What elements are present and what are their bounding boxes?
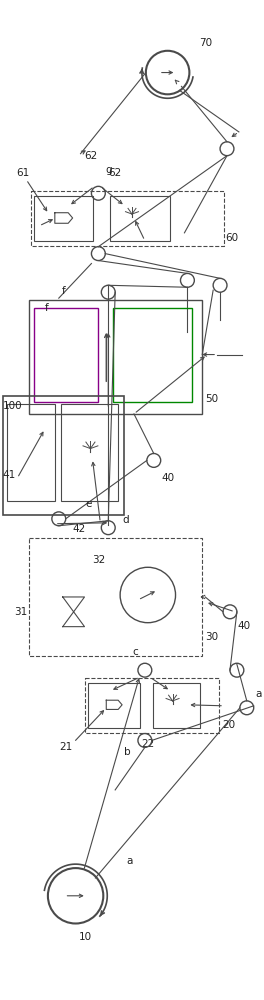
Bar <box>29 300 202 414</box>
Text: a: a <box>127 856 133 866</box>
Text: d: d <box>123 515 129 525</box>
Text: 40: 40 <box>237 621 250 631</box>
Text: 31: 31 <box>15 607 28 617</box>
Bar <box>61 404 118 501</box>
Text: c: c <box>132 647 138 657</box>
Text: f: f <box>62 286 65 296</box>
Text: 20: 20 <box>222 720 235 730</box>
Bar <box>34 196 93 241</box>
Text: 60: 60 <box>225 233 238 243</box>
Text: 40: 40 <box>161 473 174 483</box>
Text: 62: 62 <box>84 151 97 161</box>
Bar <box>110 196 169 241</box>
Text: 41: 41 <box>2 470 16 480</box>
Bar <box>88 683 140 728</box>
Text: 70: 70 <box>199 38 212 48</box>
Text: 21: 21 <box>59 742 72 752</box>
Text: f: f <box>45 303 49 313</box>
Text: g: g <box>105 165 112 175</box>
Bar <box>31 191 224 246</box>
Text: 100: 100 <box>2 401 22 411</box>
Text: 50: 50 <box>206 394 219 404</box>
Bar <box>34 308 98 402</box>
Text: 32: 32 <box>92 555 105 565</box>
Bar <box>153 683 200 728</box>
Bar <box>3 396 124 515</box>
Text: 30: 30 <box>206 632 219 642</box>
Bar <box>113 308 192 402</box>
Text: 22: 22 <box>141 739 154 749</box>
Text: 10: 10 <box>79 932 92 942</box>
Bar <box>7 404 55 501</box>
Text: 61: 61 <box>17 168 30 178</box>
Text: 42: 42 <box>72 524 85 534</box>
Bar <box>86 678 219 733</box>
Text: 62: 62 <box>109 168 122 178</box>
Text: b: b <box>124 747 130 757</box>
Bar <box>29 538 202 656</box>
Text: e: e <box>85 499 92 509</box>
Text: a: a <box>256 689 262 699</box>
